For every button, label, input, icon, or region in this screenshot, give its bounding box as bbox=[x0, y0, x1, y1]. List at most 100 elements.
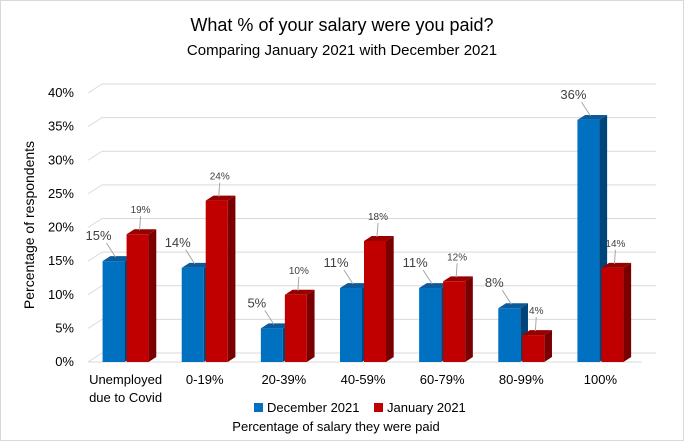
data-label: 10% bbox=[289, 266, 309, 277]
bar-top bbox=[419, 283, 449, 289]
bar-side bbox=[465, 276, 473, 362]
bar-front bbox=[364, 240, 386, 362]
x-tick-label: 80-99% bbox=[499, 372, 544, 387]
gridline-diagonal bbox=[87, 352, 103, 363]
bar-january: 10% bbox=[284, 266, 315, 362]
bar-top bbox=[443, 276, 473, 282]
x-axis-ticks: Unemployed due to Covid 0-19% 20-39% 40-59% 6… bbox=[89, 372, 617, 405]
data-label: 15% bbox=[86, 228, 112, 243]
bar-january: 19% bbox=[126, 205, 157, 362]
y-tick-label: 35% bbox=[48, 119, 74, 134]
data-label: 19% bbox=[131, 205, 151, 216]
chart-subtitle: Comparing January 2021 with December 202… bbox=[187, 42, 497, 59]
leader-line bbox=[264, 310, 275, 325]
legend: December 2021 January 2021 bbox=[254, 400, 466, 415]
bar-top bbox=[601, 262, 632, 268]
leader-line bbox=[422, 269, 433, 285]
x-tick-label: 60-79% bbox=[420, 372, 465, 387]
bar-front bbox=[205, 200, 228, 362]
data-label: 36% bbox=[560, 87, 586, 102]
data-label: 11% bbox=[323, 255, 348, 270]
y-tick-label: 15% bbox=[48, 253, 74, 268]
legend-label: January 2021 bbox=[387, 400, 466, 415]
y-tick-label: 10% bbox=[48, 287, 74, 302]
bar-front bbox=[443, 281, 466, 362]
chart-title: What % of your salary were you paid? bbox=[190, 15, 493, 35]
bar-front bbox=[181, 267, 204, 362]
gridline-diagonal bbox=[87, 251, 103, 262]
bar-top bbox=[260, 323, 291, 329]
bar-front bbox=[577, 119, 600, 363]
y-tick-label: 0% bbox=[55, 354, 74, 369]
bar-december: 5% bbox=[247, 295, 291, 362]
y-axis-ticks: 0% 5% 10% 15% 20% 25% 30% 35% 40% bbox=[48, 85, 74, 369]
x-axis-label: Percentage of salary they were paid bbox=[232, 419, 439, 434]
gridline-diagonal bbox=[87, 184, 103, 195]
leader-line bbox=[613, 249, 616, 264]
y-tick-label: 30% bbox=[48, 152, 74, 167]
x-tick-label: 40-59% bbox=[341, 372, 386, 387]
data-label: 11% bbox=[403, 255, 428, 270]
bar-january: 14% bbox=[601, 239, 632, 362]
data-label: 8% bbox=[485, 275, 504, 290]
bar-front bbox=[522, 335, 545, 362]
gridline-diagonal bbox=[87, 318, 103, 329]
bar-december: 11% bbox=[403, 255, 449, 362]
gridline-diagonal bbox=[87, 83, 103, 94]
bar-top bbox=[522, 330, 552, 336]
leader-line bbox=[376, 222, 379, 237]
leader-line bbox=[139, 216, 142, 231]
bar-december: 36% bbox=[560, 87, 608, 363]
bar-side bbox=[227, 195, 236, 362]
bar-top bbox=[284, 289, 315, 295]
data-label: 5% bbox=[247, 295, 266, 310]
bar-front bbox=[102, 261, 125, 362]
bar-front bbox=[498, 308, 521, 362]
y-tick-label: 20% bbox=[48, 220, 74, 235]
data-label: 4% bbox=[529, 306, 544, 317]
bar-december: 8% bbox=[485, 275, 528, 362]
y-axis-label: Percentage of respondents bbox=[21, 141, 37, 309]
y-tick-label: 25% bbox=[48, 186, 74, 201]
legend-label: December 2021 bbox=[267, 400, 360, 415]
bar-top bbox=[498, 303, 528, 309]
bar-january: 4% bbox=[522, 306, 552, 362]
gridline-diagonal bbox=[87, 285, 103, 296]
bars: 15% 19% 14% 24% 5% 10% 11% 18% 11% 12% 8% 4% 36% 14% bbox=[86, 87, 632, 363]
leader-line bbox=[343, 269, 354, 285]
bar-top bbox=[340, 283, 370, 289]
leader-line bbox=[297, 276, 300, 291]
leader-line bbox=[534, 317, 537, 332]
bar-front bbox=[340, 288, 362, 362]
leader-line bbox=[501, 289, 512, 305]
x-tick-label: 20-39% bbox=[261, 372, 306, 387]
y-tick-label: 5% bbox=[55, 320, 74, 335]
bar-top bbox=[205, 195, 236, 201]
bar-top bbox=[181, 262, 212, 268]
data-label: 18% bbox=[368, 212, 388, 223]
bar-side bbox=[623, 262, 632, 362]
bar-front bbox=[284, 294, 307, 362]
bar-december: 11% bbox=[323, 255, 370, 362]
bar-december: 14% bbox=[165, 235, 212, 362]
y-tick-label: 40% bbox=[48, 85, 74, 100]
bar-front bbox=[260, 328, 283, 362]
bar-top bbox=[126, 229, 157, 235]
bar-side bbox=[386, 236, 394, 362]
leader-line bbox=[218, 182, 221, 197]
leader-line bbox=[185, 249, 196, 265]
data-label: 14% bbox=[165, 235, 191, 250]
gridline-diagonal bbox=[87, 117, 103, 128]
leader-line bbox=[581, 101, 591, 117]
legend-swatch bbox=[254, 403, 263, 412]
data-label: 24% bbox=[210, 172, 230, 183]
x-tick-label: due to Covid bbox=[89, 390, 162, 405]
data-label: 14% bbox=[605, 239, 625, 250]
bar-top bbox=[364, 236, 394, 241]
bar-january: 24% bbox=[205, 172, 236, 362]
bar-side bbox=[544, 330, 552, 362]
bar-january: 18% bbox=[364, 212, 394, 362]
bar-side bbox=[148, 229, 157, 362]
